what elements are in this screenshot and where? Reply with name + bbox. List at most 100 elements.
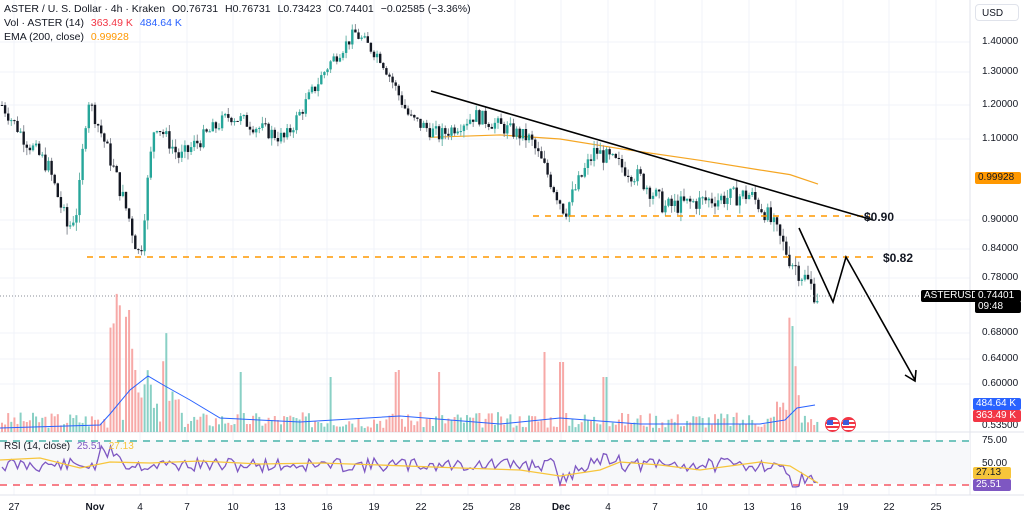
candle-body (208, 131, 211, 133)
volume-bar (298, 419, 301, 432)
volume-bar (704, 427, 707, 432)
volume-bar (311, 427, 313, 432)
us-flag-event-icon[interactable] (841, 417, 856, 432)
volume-bar (438, 372, 441, 432)
volume-bar (565, 413, 568, 432)
volume-bar (407, 414, 410, 432)
volume-bar (503, 424, 506, 432)
candle-body (183, 145, 187, 152)
candle-body (168, 131, 171, 149)
time-tick: 27 (8, 502, 20, 513)
candle-body (258, 127, 261, 129)
candle-body (661, 191, 664, 213)
volume-bar (729, 426, 732, 432)
volume-bar (614, 424, 617, 432)
time-tick: 4 (605, 502, 611, 513)
ema-legend[interactable]: EMA (200, close) 0.99928 (4, 31, 133, 44)
volume-bar (252, 415, 255, 432)
candle-body (813, 283, 816, 303)
candle-body (310, 86, 314, 93)
volume-bar (707, 417, 710, 432)
volume-bar (791, 326, 794, 432)
volume-bar (72, 418, 75, 432)
rsi-legend[interactable]: RSI (14, close) 25.51 27.13 (4, 440, 138, 453)
candle-body (416, 117, 419, 119)
volume-bar (335, 426, 338, 432)
volume-legend[interactable]: Vol · ASTER (14) 363.49 K 484.64 K (4, 17, 186, 30)
volume-bar (143, 384, 146, 432)
volume-bar (425, 418, 428, 432)
volume-bar (435, 416, 437, 432)
volume-bar (121, 419, 124, 432)
candle-body (25, 144, 28, 148)
volume-bar (466, 415, 468, 432)
candle-body (599, 150, 602, 154)
time-tick: 19 (837, 502, 849, 513)
candle-body (53, 174, 56, 184)
volume-bar (385, 419, 388, 432)
candle-body (124, 191, 128, 209)
candle-body (251, 129, 255, 133)
candle-body (270, 129, 273, 139)
volume-bar (35, 416, 38, 432)
candle-body (255, 128, 258, 133)
candle-body (419, 118, 422, 128)
candle-body (180, 151, 183, 158)
candle-body (806, 274, 810, 280)
volume-bar (459, 417, 462, 432)
volume-bar (13, 417, 16, 432)
volume-bar (41, 417, 44, 432)
descending-trendline (430, 90, 874, 221)
candle-body (462, 125, 466, 132)
volume-bar (642, 425, 645, 432)
candle-body (406, 108, 410, 115)
candle-body (227, 114, 230, 118)
last-price-tag: 0.74401 (975, 290, 1021, 302)
candle-body (422, 122, 425, 128)
volume-bar (531, 416, 534, 432)
volume-bar (807, 422, 809, 432)
volume-bar (710, 424, 713, 432)
price-tick: 0.90000 (982, 214, 1019, 225)
candle-body (394, 82, 397, 86)
time-tick: 13 (274, 502, 286, 513)
volume-bar (177, 399, 180, 432)
candle-body (13, 120, 16, 122)
candle-body (78, 179, 81, 216)
candle-body (189, 147, 193, 152)
volume-bar (596, 423, 599, 432)
candle-body (788, 254, 791, 267)
candle-body (800, 279, 803, 281)
volume-bar (493, 424, 496, 432)
volume-bar (645, 426, 648, 432)
candle-body (636, 169, 639, 182)
volume-bar (431, 425, 434, 432)
currency-button[interactable]: USD (975, 4, 1019, 21)
volume-bar (394, 372, 397, 432)
countdown-tag: 09:48 (975, 301, 1021, 313)
candle-body (782, 235, 785, 242)
candle-body (341, 52, 345, 58)
volume-bar (19, 412, 22, 432)
volume-bar (227, 422, 230, 432)
us-flag-event-icon[interactable] (825, 417, 840, 432)
volume-value: 363.49 K (90, 17, 133, 29)
candle-body (630, 176, 633, 182)
ohlc-high: H0.76731 (225, 3, 271, 15)
volume-bar (723, 418, 726, 432)
symbol-legend[interactable]: ASTER / U. S. Dollar · 4h · Kraken O0.76… (4, 3, 475, 16)
volume-bar (152, 407, 155, 432)
rsi-value: 25.51 (76, 441, 102, 452)
candle-body (620, 158, 624, 168)
candle-body (543, 158, 546, 163)
candle-body (34, 143, 38, 146)
volume-bar (103, 418, 106, 432)
volume-bar (546, 427, 549, 432)
candle-body (583, 167, 586, 177)
volume-bar (75, 415, 78, 432)
time-tick: 4 (137, 502, 143, 513)
time-tick: 16 (790, 502, 802, 513)
candle-body (41, 154, 44, 156)
volume-bar (590, 420, 592, 432)
